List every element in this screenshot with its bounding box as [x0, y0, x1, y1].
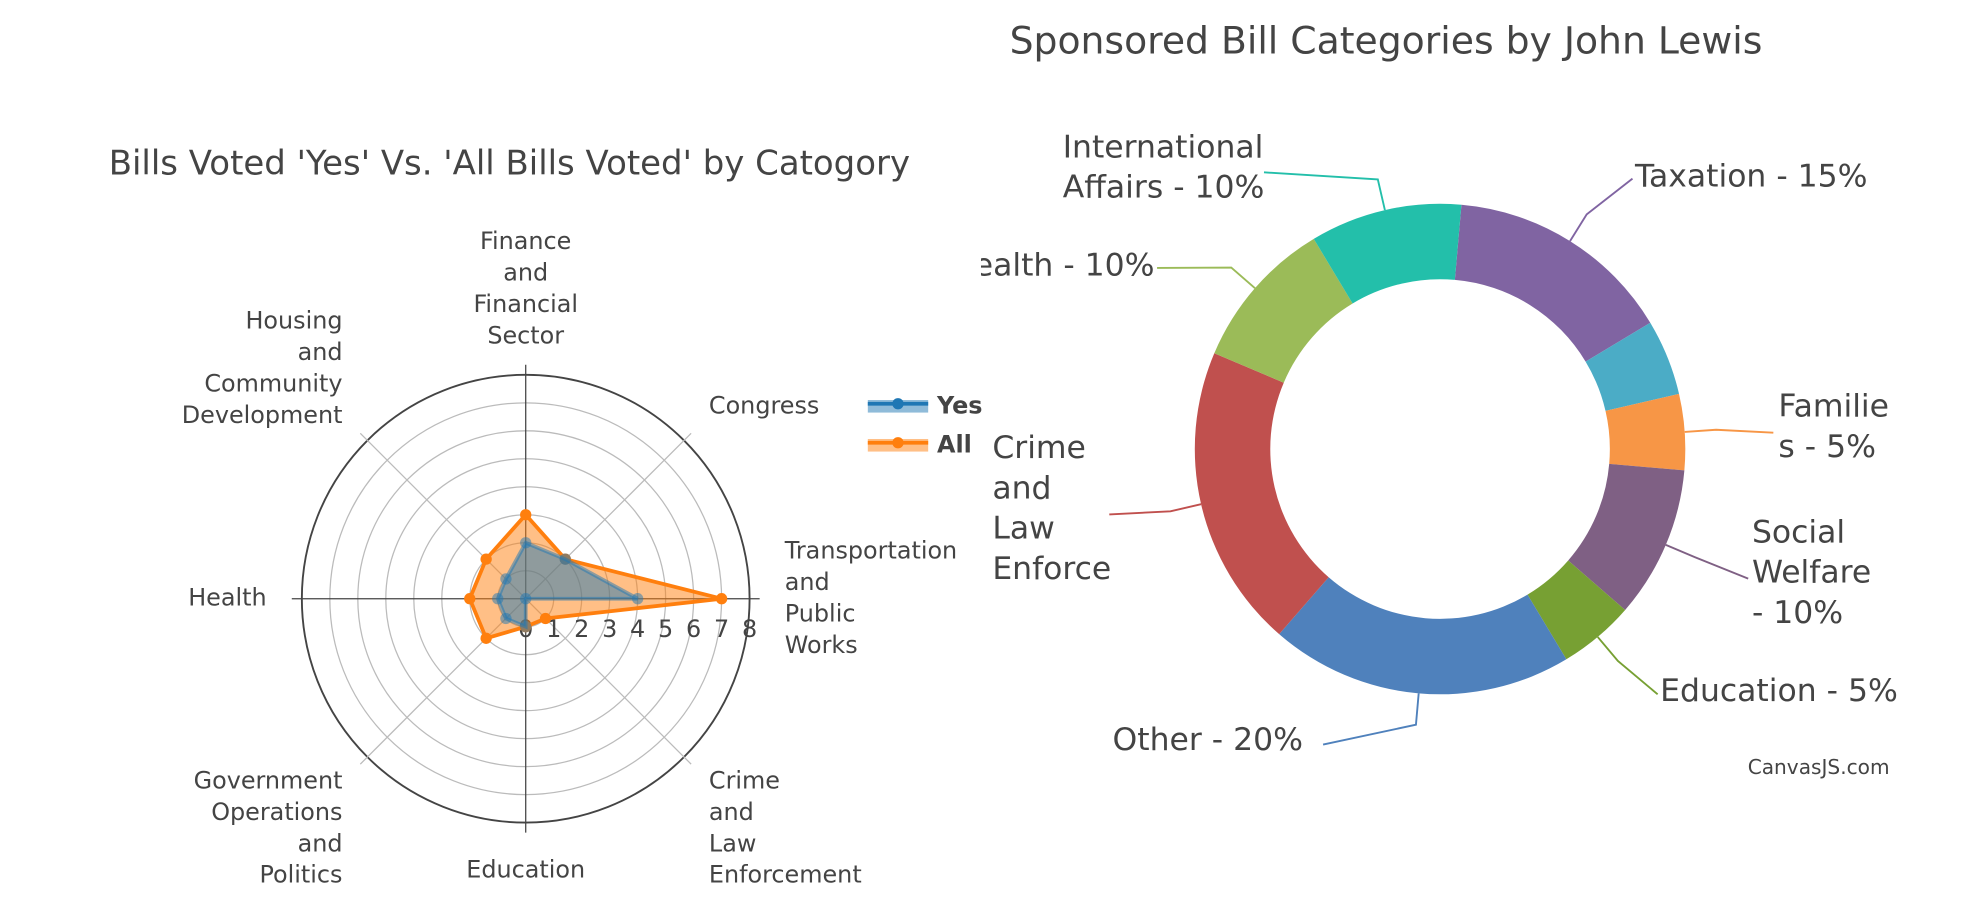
spoke: [525, 598, 692, 765]
angular-label: Congress: [709, 392, 819, 420]
marker: [520, 537, 532, 549]
slice-label: International Affairs - 10%: [1063, 129, 1265, 205]
marker: [520, 621, 532, 633]
leader-line: [1684, 428, 1774, 434]
slice-label: Familie s - 5%: [1778, 389, 1889, 465]
chart-title: Sponsored Bill Categories by John Lewis: [1010, 18, 1763, 62]
angular-label: Finance and Financial Sector: [473, 227, 578, 349]
marker: [464, 593, 476, 605]
doughnut-slice: [1194, 353, 1329, 635]
radial-tick-label: 3: [602, 615, 617, 643]
chart-title: Bills Voted 'Yes' Vs. 'All Bills Voted' …: [109, 143, 910, 183]
doughnut-slice: [1585, 322, 1680, 411]
legend-marker: [892, 398, 904, 410]
slice-label: Other - 20%: [1113, 722, 1303, 758]
angular-label: Health: [188, 584, 266, 612]
marker: [480, 632, 492, 644]
doughnut-slice: [1454, 204, 1651, 362]
slice-label: Crime and Law Enforce: [992, 430, 1111, 587]
marker: [520, 593, 532, 605]
slice-label: Health - 10%: [950, 248, 1154, 284]
angular-label: Housing and Community Development: [182, 307, 343, 429]
credit: CanvasJS.com: [1748, 755, 1890, 779]
angular-label: Transportation and Public Works: [784, 537, 957, 659]
legend-label: All: [937, 430, 972, 458]
angular-label: Crime and Law Enforcement: [709, 766, 862, 888]
radial-tick-label: 4: [630, 615, 645, 643]
doughnut-slice: [1214, 238, 1353, 383]
legend-marker: [892, 437, 904, 449]
angular-label: Education: [466, 855, 585, 883]
doughnut-slice: [1279, 577, 1567, 695]
doughnut-slice: [1568, 463, 1685, 610]
leader-line: [1665, 544, 1749, 580]
marker: [539, 612, 552, 625]
marker: [500, 612, 512, 625]
doughnut-plot: Taxation - 15% Familie s - 5% Social Welfare…: [950, 129, 1898, 758]
doughnut-slice: [1313, 203, 1462, 304]
radar-plot: Finance and Financial Sector Congress Transpo…: [182, 227, 983, 889]
leader-line: [1322, 693, 1420, 746]
radial-tick-label: 7: [714, 615, 729, 643]
marker: [715, 593, 728, 605]
slice-label: Education - 5%: [1660, 673, 1898, 709]
marker: [492, 593, 504, 605]
marker: [631, 593, 644, 605]
marker: [480, 553, 492, 565]
marker: [500, 573, 512, 585]
radial-tick-label: 5: [658, 615, 673, 643]
slice-label: Social Welfare - 10%: [1752, 514, 1871, 630]
doughnut-slice: [1527, 560, 1626, 660]
angular-label: Government Operations and Politics: [194, 766, 343, 888]
legend-label: Yes: [936, 391, 983, 419]
slice-label: Taxation - 15%: [1634, 158, 1868, 194]
marker: [520, 509, 532, 521]
doughnut-slice: [1605, 393, 1686, 471]
leader-line: [1157, 266, 1256, 289]
radial-tick-label: 1: [546, 615, 561, 643]
radial-tick-label: 6: [686, 615, 701, 643]
marker: [559, 553, 571, 565]
leader-line: [1109, 503, 1202, 516]
radial-tick-label: 8: [742, 615, 757, 643]
leader-line: [1596, 636, 1659, 696]
leader-line: [1569, 177, 1634, 242]
leader-line: [1263, 171, 1386, 211]
radial-tick-label: 2: [574, 615, 589, 643]
